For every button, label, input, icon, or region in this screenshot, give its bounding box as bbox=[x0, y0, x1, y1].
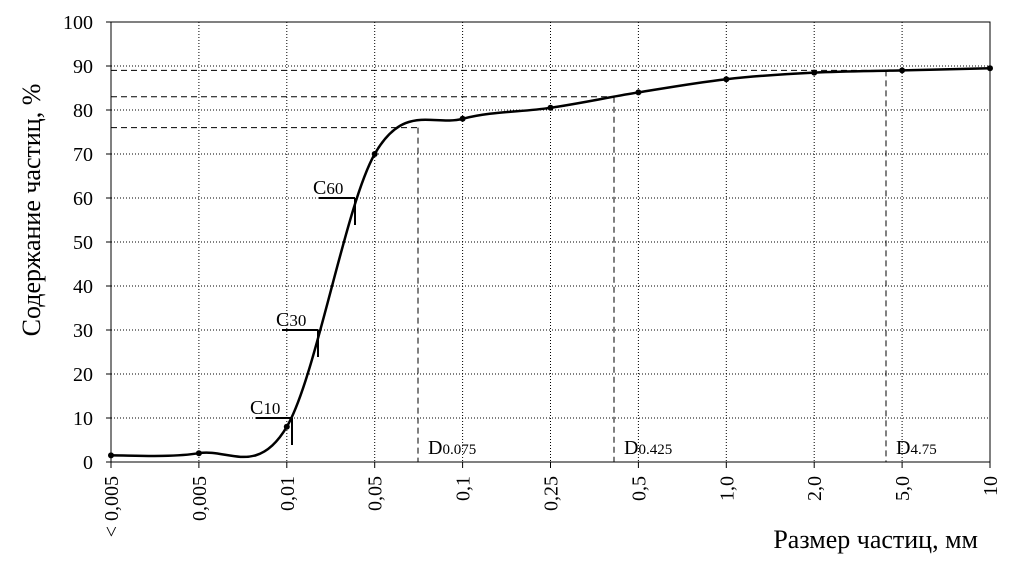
y-tick-label: 0 bbox=[83, 452, 93, 474]
d-label: D0.075 bbox=[428, 437, 476, 459]
x-tick-label: 0,005 bbox=[189, 476, 211, 521]
d-label-main: D bbox=[624, 437, 638, 459]
x-tick-label: 0,01 bbox=[277, 476, 299, 511]
c-label: C10 bbox=[250, 397, 280, 419]
plot-frame bbox=[110, 21, 991, 463]
c-label: C30 bbox=[276, 309, 306, 331]
y-tick-label: 40 bbox=[73, 276, 93, 298]
c-label-main: C bbox=[250, 397, 263, 419]
point bbox=[723, 76, 730, 83]
point bbox=[899, 67, 906, 74]
x-tick-label: 10 bbox=[980, 476, 1002, 496]
y-tick-label: 20 bbox=[73, 364, 93, 386]
c-label-main: C bbox=[313, 177, 326, 199]
c-label-sub: 60 bbox=[326, 179, 343, 198]
point bbox=[459, 115, 466, 122]
d-label-sub: 4.75 bbox=[910, 442, 936, 458]
y-tick-label: 90 bbox=[73, 56, 93, 78]
x-tick-label: 5,0 bbox=[892, 476, 914, 501]
x-tick-label: 2,0 bbox=[804, 476, 826, 501]
x-tick-label: 1,0 bbox=[716, 476, 738, 501]
y-tick-label: 70 bbox=[73, 144, 93, 166]
c-label-sub: 10 bbox=[263, 399, 280, 418]
x-axis-title: Размер частиц, мм bbox=[773, 525, 978, 554]
point bbox=[195, 450, 202, 457]
x-tick-label: < 0,005 bbox=[101, 476, 123, 537]
y-tick-label: 60 bbox=[73, 188, 93, 210]
point bbox=[283, 423, 290, 430]
d-label-sub: 0.075 bbox=[442, 442, 476, 458]
c-label-main: C bbox=[276, 309, 289, 331]
y-tick-label: 100 bbox=[63, 12, 93, 34]
y-axis-title: Содержание частиц, % bbox=[17, 84, 46, 337]
y-tick-label: 30 bbox=[73, 320, 93, 342]
x-tick-label: 0,05 bbox=[365, 476, 387, 511]
d-label-main: D bbox=[428, 437, 442, 459]
d-label-main: D bbox=[896, 437, 910, 459]
point bbox=[811, 69, 818, 76]
x-tick-label: 0,1 bbox=[453, 476, 475, 501]
x-tick-label: 0,25 bbox=[541, 476, 563, 511]
d-label: D4.75 bbox=[896, 437, 937, 459]
point bbox=[635, 89, 642, 96]
c-label-sub: 30 bbox=[289, 311, 306, 330]
y-tick-label: 50 bbox=[73, 232, 93, 254]
point bbox=[987, 65, 993, 72]
d-label-sub: 0.425 bbox=[638, 442, 672, 458]
x-tick-label: 0,5 bbox=[628, 476, 650, 501]
y-tick-label: 80 bbox=[73, 100, 93, 122]
d-label: D0.425 bbox=[624, 437, 672, 459]
curve bbox=[110, 66, 991, 459]
y-tick-label: 10 bbox=[73, 408, 93, 430]
point bbox=[108, 452, 114, 459]
point bbox=[371, 151, 378, 157]
point bbox=[547, 104, 554, 111]
c-label: C60 bbox=[313, 177, 343, 199]
